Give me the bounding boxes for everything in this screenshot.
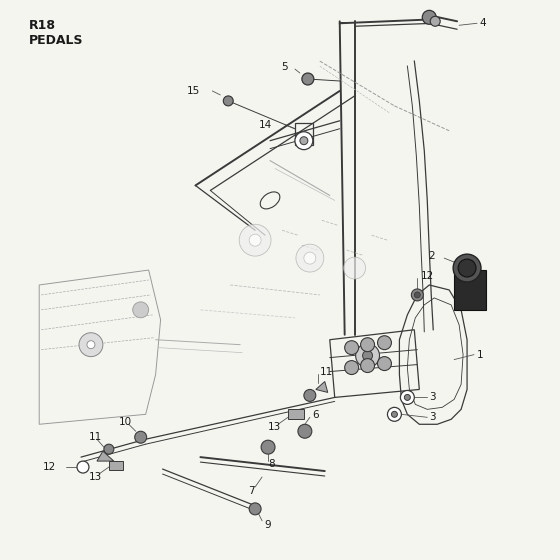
Circle shape — [304, 389, 316, 402]
Circle shape — [223, 96, 233, 106]
Polygon shape — [97, 451, 114, 461]
Circle shape — [104, 444, 114, 454]
Bar — [295, 123, 313, 144]
Circle shape — [249, 503, 261, 515]
Circle shape — [391, 412, 398, 417]
Text: 13: 13 — [89, 472, 102, 482]
Circle shape — [249, 234, 261, 246]
Circle shape — [239, 224, 271, 256]
Text: 3: 3 — [430, 393, 436, 403]
Text: 15: 15 — [187, 86, 200, 96]
Text: 8: 8 — [268, 459, 275, 469]
Text: 12: 12 — [421, 271, 435, 281]
Circle shape — [361, 338, 375, 352]
Circle shape — [133, 302, 148, 318]
Circle shape — [458, 259, 476, 277]
Text: 11: 11 — [89, 432, 102, 442]
Text: PEDALS: PEDALS — [29, 34, 84, 47]
Circle shape — [356, 344, 380, 367]
Text: 2: 2 — [428, 251, 435, 261]
Circle shape — [296, 244, 324, 272]
Text: 9: 9 — [264, 520, 270, 530]
Circle shape — [362, 351, 372, 361]
Text: 10: 10 — [119, 417, 132, 427]
Text: 1: 1 — [477, 349, 484, 360]
Circle shape — [388, 407, 402, 421]
Circle shape — [79, 333, 103, 357]
Circle shape — [344, 257, 366, 279]
Text: 11: 11 — [320, 367, 333, 376]
Text: 12: 12 — [43, 462, 56, 472]
Bar — [454, 270, 486, 310]
Circle shape — [298, 424, 312, 438]
Circle shape — [135, 431, 147, 443]
Circle shape — [377, 336, 391, 349]
Circle shape — [361, 358, 375, 372]
Circle shape — [302, 73, 314, 85]
Bar — [109, 461, 123, 470]
Text: 14: 14 — [259, 120, 272, 130]
Circle shape — [412, 289, 423, 301]
Text: 5: 5 — [281, 62, 288, 72]
Circle shape — [400, 390, 414, 404]
Text: 3: 3 — [430, 412, 436, 422]
Circle shape — [344, 340, 358, 354]
Circle shape — [77, 461, 89, 473]
Circle shape — [261, 440, 275, 454]
Bar — [288, 409, 304, 419]
Circle shape — [414, 292, 421, 298]
Text: 7: 7 — [248, 486, 255, 496]
Circle shape — [304, 252, 316, 264]
Circle shape — [453, 254, 481, 282]
Circle shape — [404, 394, 410, 400]
Text: R18: R18 — [29, 19, 56, 32]
Circle shape — [300, 137, 308, 144]
Polygon shape — [316, 381, 328, 393]
Circle shape — [430, 16, 440, 26]
Text: 13: 13 — [268, 422, 281, 432]
Circle shape — [377, 357, 391, 371]
Text: 6: 6 — [312, 410, 319, 421]
Circle shape — [87, 340, 95, 349]
Text: 4: 4 — [479, 18, 486, 28]
Circle shape — [344, 361, 358, 375]
Circle shape — [295, 132, 313, 150]
Circle shape — [422, 10, 436, 24]
